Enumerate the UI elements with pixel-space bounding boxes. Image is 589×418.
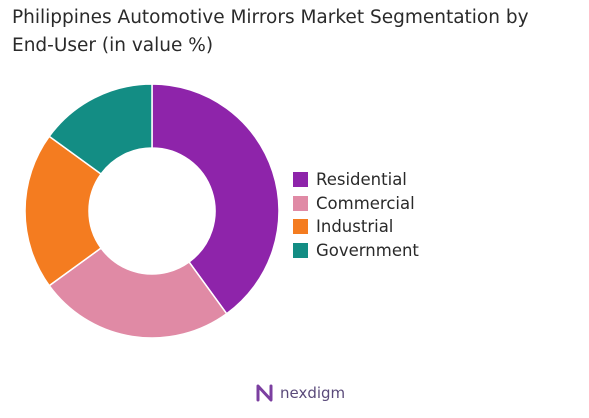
chart-title: Philippines Automotive Mirrors Market Se… [12, 4, 582, 60]
nexdigm-logo-icon [256, 384, 273, 402]
donut-slice-commercial [48, 246, 228, 339]
brand-name: nexdigm [280, 384, 346, 402]
chart-title-line-2: End-User (in value %) [12, 35, 214, 56]
legend-label-industrial: Industrial [316, 217, 394, 237]
legend-item-industrial: Industrial [293, 215, 419, 239]
legend-swatch-commercial [293, 195, 308, 211]
chart-legend: Residential Commercial Industrial Govern… [293, 168, 419, 262]
donut-slice-residential [151, 83, 280, 315]
donut-slice-industrial [24, 135, 103, 287]
legend-label-residential: Residential [316, 170, 407, 190]
legend-label-commercial: Commercial [316, 193, 415, 213]
brand-logo: nexdigm [255, 380, 345, 406]
chart-title-line-1: Philippines Automotive Mirrors Market Se… [12, 7, 529, 28]
legend-item-commercial: Commercial [293, 192, 419, 216]
legend-swatch-industrial [293, 219, 308, 235]
donut-slice-government [48, 83, 153, 176]
legend-swatch-residential [293, 172, 308, 188]
legend-item-residential: Residential [293, 168, 419, 192]
legend-label-government: Government [316, 240, 419, 260]
legend-item-government: Government [293, 239, 419, 263]
legend-swatch-government [293, 242, 308, 258]
